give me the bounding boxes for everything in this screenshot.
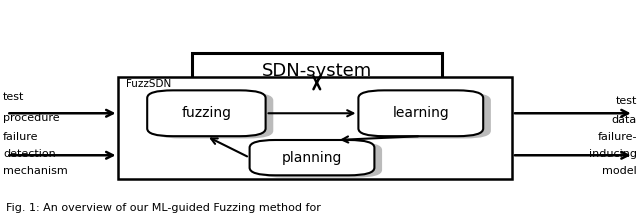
FancyBboxPatch shape: [257, 142, 382, 178]
Text: detection: detection: [3, 149, 56, 159]
Text: test: test: [616, 96, 637, 106]
FancyBboxPatch shape: [366, 93, 491, 139]
Text: failure: failure: [3, 132, 38, 142]
Text: planning: planning: [282, 151, 342, 165]
FancyBboxPatch shape: [155, 93, 273, 139]
Text: SDN-system: SDN-system: [262, 62, 372, 80]
Text: FuzzSDN: FuzzSDN: [126, 79, 172, 89]
Bar: [118, 77, 512, 179]
Text: inducing: inducing: [589, 149, 637, 159]
Text: failure-: failure-: [597, 132, 637, 142]
Text: Fig. 1: An overview of our ML-guided Fuzzing method for: Fig. 1: An overview of our ML-guided Fuz…: [6, 203, 321, 213]
Text: procedure: procedure: [3, 113, 60, 123]
Text: mechanism: mechanism: [3, 166, 68, 176]
Bar: [192, 53, 442, 88]
FancyBboxPatch shape: [358, 90, 483, 136]
Text: data: data: [612, 115, 637, 125]
Text: learning: learning: [392, 106, 449, 120]
Text: test: test: [3, 92, 24, 102]
Text: model: model: [602, 166, 637, 176]
FancyBboxPatch shape: [250, 140, 374, 175]
Text: fuzzing: fuzzing: [181, 106, 232, 120]
FancyBboxPatch shape: [147, 90, 266, 136]
